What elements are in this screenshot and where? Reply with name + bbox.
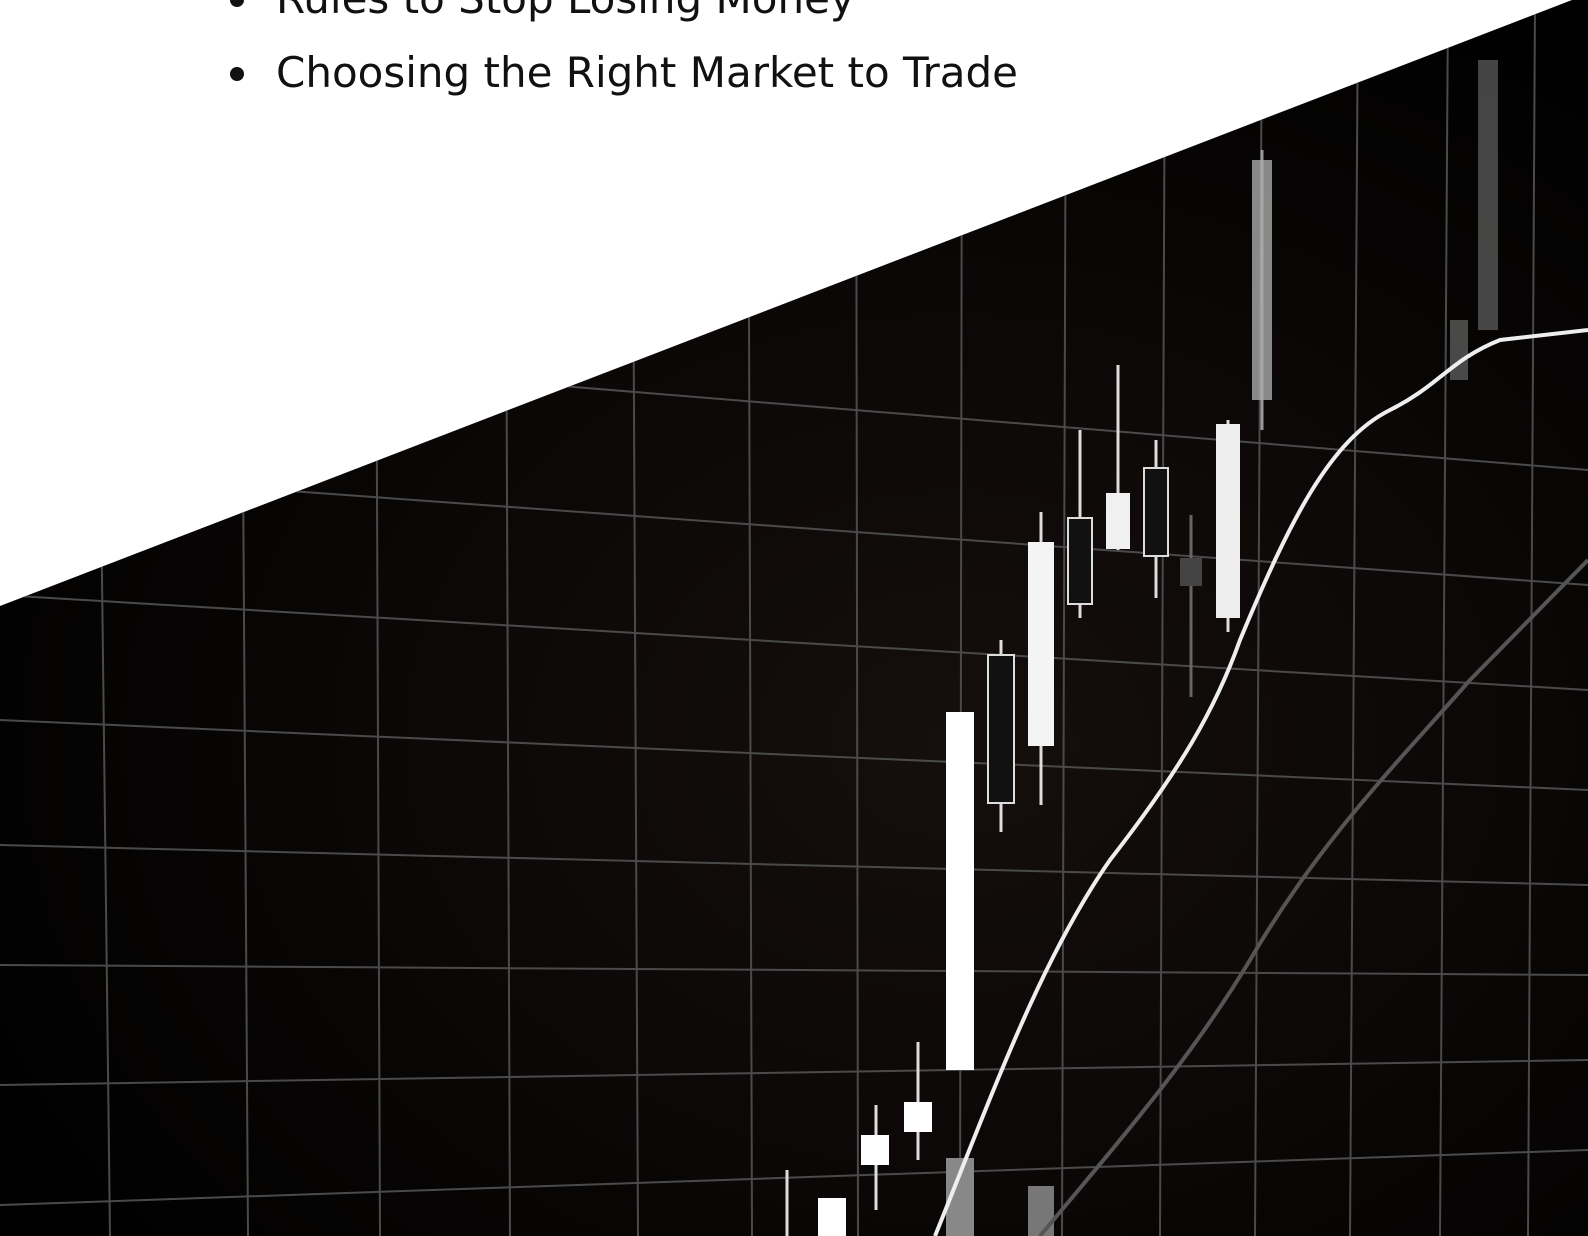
list-item: Choosing the Right Market to Trade (230, 36, 1018, 110)
page: {"list": {"items": ["Rules to Stop Losin… (0, 0, 1588, 1236)
background-art (0, 0, 1588, 1236)
dark-panel (0, 0, 1588, 1236)
topic-list: Rules to Stop Losing Money Choosing the … (230, 0, 1018, 110)
list-item: Rules to Stop Losing Money (230, 0, 1018, 36)
